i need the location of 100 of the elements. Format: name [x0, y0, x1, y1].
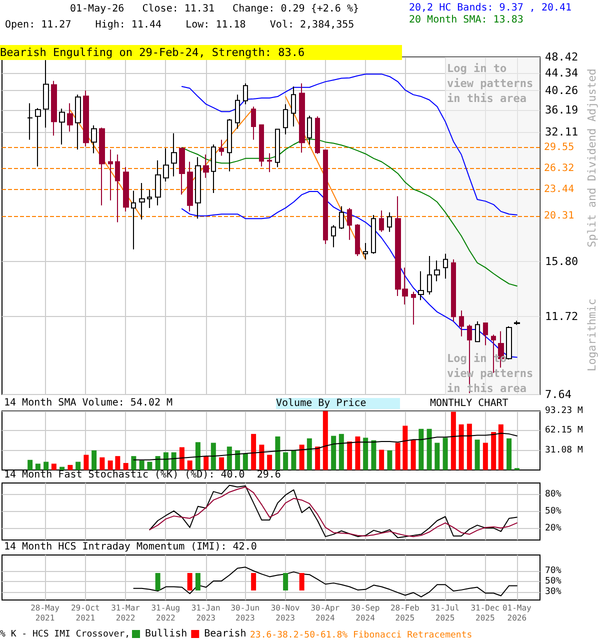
- candlestick: [163, 148, 169, 182]
- bar: [100, 457, 105, 470]
- bar: [163, 452, 168, 470]
- y-tick-label: 30%: [545, 587, 562, 598]
- legend-title: % K - HCS IMI Crossover,: [0, 630, 130, 640]
- bar: [123, 463, 128, 470]
- x-tick-label: 30-Sep 2024: [350, 604, 380, 622]
- candlestick: [211, 144, 216, 194]
- bar: [68, 464, 73, 470]
- x-tick-label: 31-Mar 2022: [111, 604, 140, 622]
- text: 23.6-38.2-50-61.8% Fibonacci Retracements: [250, 630, 472, 640]
- candlestick: [283, 104, 288, 135]
- bar: [338, 434, 344, 470]
- line-series: [133, 566, 518, 598]
- bar: [458, 424, 464, 470]
- chart-subtitle: Open: 11.27 High: 11.44 Low: 11.18 Vol: 2,384,355: [5, 20, 354, 30]
- candlestick: [115, 154, 120, 223]
- candlestick: [219, 139, 224, 156]
- legend-label: Bullish: [145, 628, 188, 640]
- bar: [28, 460, 33, 470]
- y-tick-label: 80%: [545, 489, 562, 500]
- bar: [402, 426, 408, 470]
- y-tick-label: 32.11: [545, 126, 578, 139]
- text: 20 Month SMA: 13.83: [409, 14, 524, 26]
- bar: [371, 440, 376, 470]
- x-tick-label: 31-Jan 2023: [191, 604, 220, 622]
- bar: [171, 452, 176, 470]
- candlestick: [91, 124, 97, 154]
- bar: [410, 440, 416, 470]
- bar: [251, 434, 256, 470]
- y-tick-label: 36.19: [545, 104, 578, 117]
- candlestick: [155, 160, 161, 206]
- candlestick: [123, 166, 129, 212]
- candlestick: [331, 224, 336, 248]
- candlestick: [35, 108, 41, 167]
- bar: [226, 446, 232, 470]
- bar: [187, 460, 192, 470]
- y-tick-label: 15.80: [545, 255, 578, 268]
- bar: [84, 454, 89, 470]
- text: MONTHLY CHART: [430, 398, 508, 409]
- candlestick: [227, 118, 232, 172]
- ref-line-label: 20.31: [544, 210, 574, 222]
- candlestick: [139, 182, 145, 220]
- candlestick: [75, 94, 81, 150]
- candlestick: [195, 156, 201, 220]
- candlestick: [459, 310, 464, 337]
- bar: [275, 436, 280, 470]
- x-tick-label: 30-Apr 2024: [310, 604, 340, 622]
- legend-label: Bearish: [204, 628, 246, 640]
- candlestick: [355, 224, 360, 256]
- candlestick: [307, 115, 312, 145]
- x-tick-label: 29-Oct 2021: [70, 604, 100, 622]
- bar: [434, 442, 440, 470]
- bar: [35, 464, 40, 470]
- candlestick: [267, 152, 272, 173]
- bar: [322, 411, 328, 470]
- candlestick: [51, 80, 57, 136]
- candlestick: [427, 256, 432, 296]
- bar: [331, 436, 336, 470]
- bar: [92, 450, 97, 470]
- bar: [306, 438, 312, 470]
- y-tick-label: 50%: [545, 506, 562, 516]
- candlestick: [418, 270, 424, 301]
- candlestick: [451, 258, 456, 322]
- candlestick: [434, 260, 440, 282]
- bar: [283, 452, 288, 470]
- candlestick: [411, 291, 416, 326]
- candlestick: [83, 90, 89, 147]
- x-tick-label: 31-Jul 2025: [430, 604, 460, 622]
- bar: [235, 450, 240, 470]
- bar: [426, 428, 432, 470]
- ref-line-label: 23.44: [544, 184, 574, 196]
- candlestick: [251, 106, 256, 140]
- x-tick-label: 31-Aug 2022: [151, 604, 180, 622]
- bar: [387, 450, 392, 470]
- bar: [491, 432, 496, 470]
- bar: [482, 442, 488, 470]
- bar: [155, 456, 160, 470]
- y-tick-label: 7.64: [545, 388, 572, 401]
- candlestick: [67, 102, 73, 132]
- candlestick: [108, 148, 113, 201]
- bar: [131, 456, 136, 470]
- bar: [506, 438, 512, 470]
- x-tick-label: 30-Nov 2023: [270, 604, 300, 622]
- annotation: Log in to view patterns in this area: [447, 62, 534, 105]
- y-tick-label: 62.15 M: [545, 426, 584, 436]
- bar: [267, 454, 272, 470]
- y-tick-label: 93.23 M: [545, 406, 584, 416]
- candlestick: [59, 108, 65, 145]
- y-tick-label: 11.72: [545, 310, 578, 323]
- candlestick: [475, 320, 480, 342]
- candlestick: [147, 189, 152, 208]
- text: Logarithmic: [586, 298, 598, 372]
- ref-line-label: 26.32: [544, 162, 574, 174]
- bar: [379, 450, 384, 470]
- ref-line-label: 29.55: [544, 142, 574, 153]
- bar: [291, 450, 296, 470]
- candlestick: [347, 207, 352, 240]
- bar: [210, 442, 216, 470]
- candlestick: [387, 212, 392, 232]
